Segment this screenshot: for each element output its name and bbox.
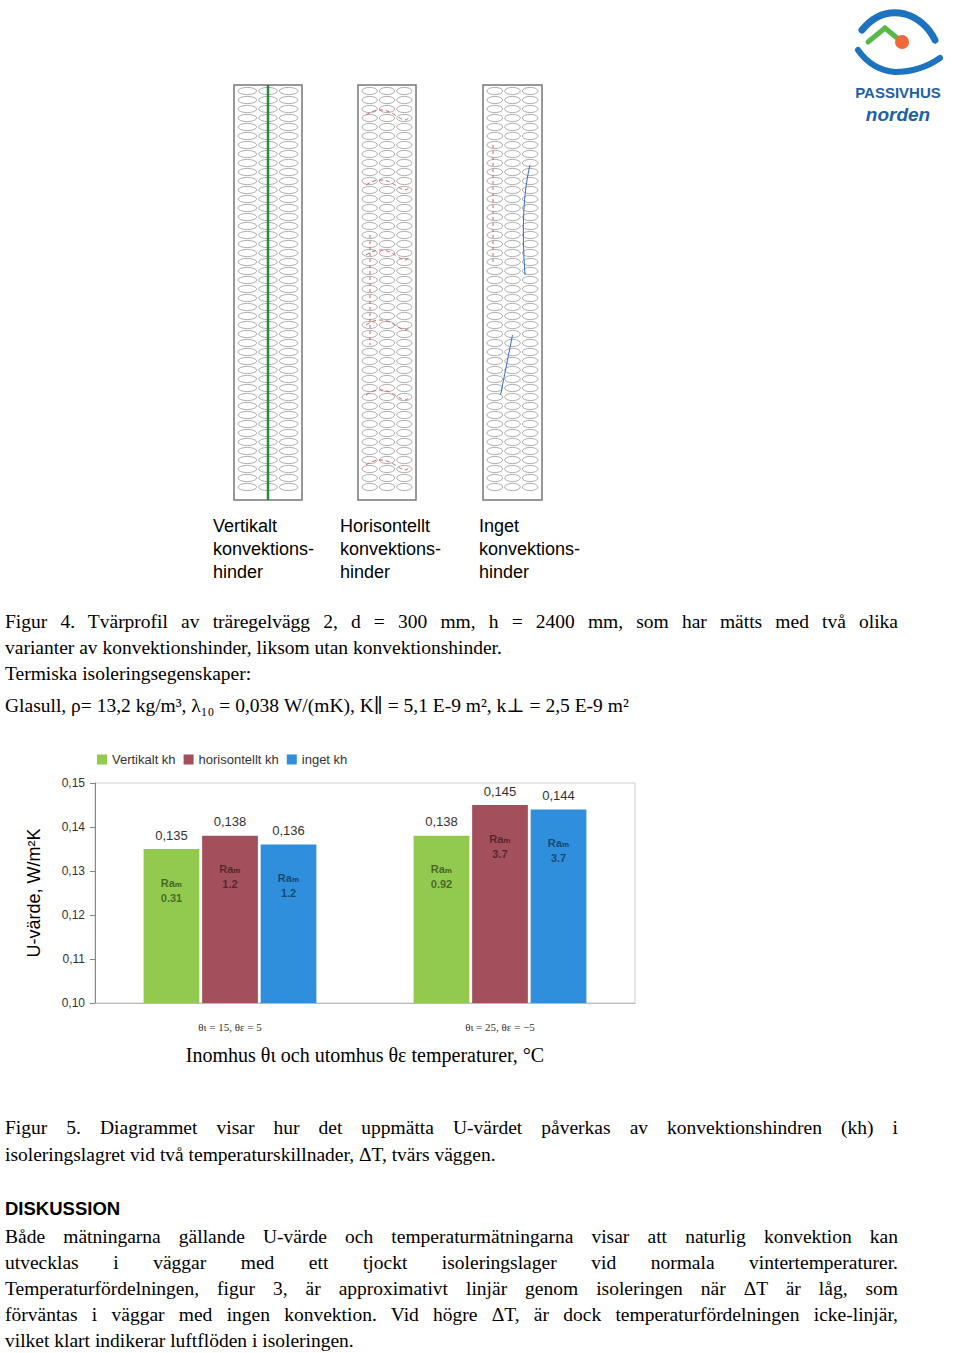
svg-text:0,138: 0,138	[214, 814, 247, 829]
html-text:DISKUSSION: DISKUSSION	[5, 1198, 121, 1219]
svg-text:0,11: 0,11	[63, 952, 86, 966]
svg-text:norden: norden	[866, 104, 930, 125]
svg-text:0,10: 0,10	[62, 996, 86, 1010]
svg-text:0,145: 0,145	[484, 784, 517, 799]
svg-text:θι = 25, θε = −5: θι = 25, θε = −5	[465, 1021, 535, 1033]
html-text:konvektions-: konvektions-	[479, 539, 581, 559]
svg-text:0,12: 0,12	[62, 908, 86, 922]
html-text:konvektions-: konvektions-	[213, 539, 315, 559]
html-text:Figur 4. Tvärprofil av trärege: Figur 4. Tvärprofil av träregelvägg 2, d…	[5, 611, 898, 632]
html-text:hinder: hinder	[479, 562, 529, 582]
svg-text:0,13: 0,13	[62, 864, 86, 878]
svg-text:θι = 15, θε = 5: θι = 15, θε = 5	[198, 1021, 262, 1033]
svg-text:0,15: 0,15	[62, 776, 86, 790]
html-text:Vertikalt: Vertikalt	[213, 516, 277, 536]
html-text:Figur 5. Diagrammet visar hur: Figur 5. Diagrammet visar hur det uppmät…	[5, 1117, 898, 1138]
svg-text:0.92: 0.92	[431, 878, 452, 890]
svg-text:PASSIVHUS: PASSIVHUS	[855, 84, 941, 101]
svg-text:Raₘ: Raₘ	[219, 863, 240, 875]
html-text:isoleringslagret vid två tempe: isoleringslagret vid två temperaturskill…	[5, 1144, 496, 1165]
svg-text:1.2: 1.2	[222, 878, 237, 890]
svg-text:horisontellt kh: horisontellt kh	[199, 752, 279, 767]
svg-text:Raₘ: Raₘ	[278, 872, 299, 884]
svg-text:Vertikalt kh: Vertikalt kh	[112, 752, 176, 767]
html-text:utvecklas i väggar med ett tjo: utvecklas i väggar med ett tjockt isoler…	[5, 1252, 898, 1273]
html-text:Horisontellt: Horisontellt	[340, 516, 430, 536]
svg-text:0,144: 0,144	[542, 788, 575, 803]
svg-text:inget kh: inget kh	[302, 752, 348, 767]
svg-text:3.7: 3.7	[492, 848, 507, 860]
svg-text:0,136: 0,136	[272, 823, 305, 838]
html-text:vilket klart indikerar luftflö: vilket klart indikerar luftflöden i isol…	[5, 1330, 354, 1351]
html-text:Glasull, ρ= 13,2 kg/m³, λ₁₀ =: Glasull, ρ= 13,2 kg/m³, λ₁₀ = 0,038 W/(m…	[5, 695, 629, 716]
html-text:Inget: Inget	[479, 516, 519, 536]
svg-text:Raₘ: Raₘ	[161, 877, 182, 889]
html-text:förväntas i väggar med ingen k: förväntas i väggar med ingen konvektion.…	[5, 1304, 898, 1325]
html-text:Både mätningarna gällande U-vä: Både mätningarna gällande U-värde och te…	[5, 1226, 898, 1247]
svg-text:0,135: 0,135	[155, 828, 188, 843]
html-text:hinder: hinder	[340, 562, 390, 582]
html-text:hinder: hinder	[213, 562, 263, 582]
svg-text:3.7: 3.7	[551, 852, 566, 864]
html-text:konvektions-: konvektions-	[340, 539, 442, 559]
html-text:Termiska isoleringsegenskaper:: Termiska isoleringsegenskaper:	[5, 663, 252, 684]
svg-text:U-värde, W/m²K: U-värde, W/m²K	[24, 828, 44, 957]
svg-text:Raₘ: Raₘ	[431, 863, 452, 875]
svg-text:Inomhus θι och utomhus θε temp: Inomhus θι och utomhus θε temperaturer, …	[186, 1044, 544, 1067]
svg-text:Raₘ: Raₘ	[548, 837, 569, 849]
svg-text:Raₘ: Raₘ	[489, 833, 510, 845]
html-text:Temperaturfördelningen, figur: Temperaturfördelningen, figur 3, är appr…	[5, 1278, 898, 1299]
html-text:varianter av konvektionshinder: varianter av konvektionshinder, liksom u…	[5, 637, 502, 658]
svg-text:0.31: 0.31	[161, 892, 182, 904]
svg-text:0,138: 0,138	[425, 814, 458, 829]
svg-text:1.2: 1.2	[281, 887, 296, 899]
svg-text:0,14: 0,14	[62, 820, 86, 834]
